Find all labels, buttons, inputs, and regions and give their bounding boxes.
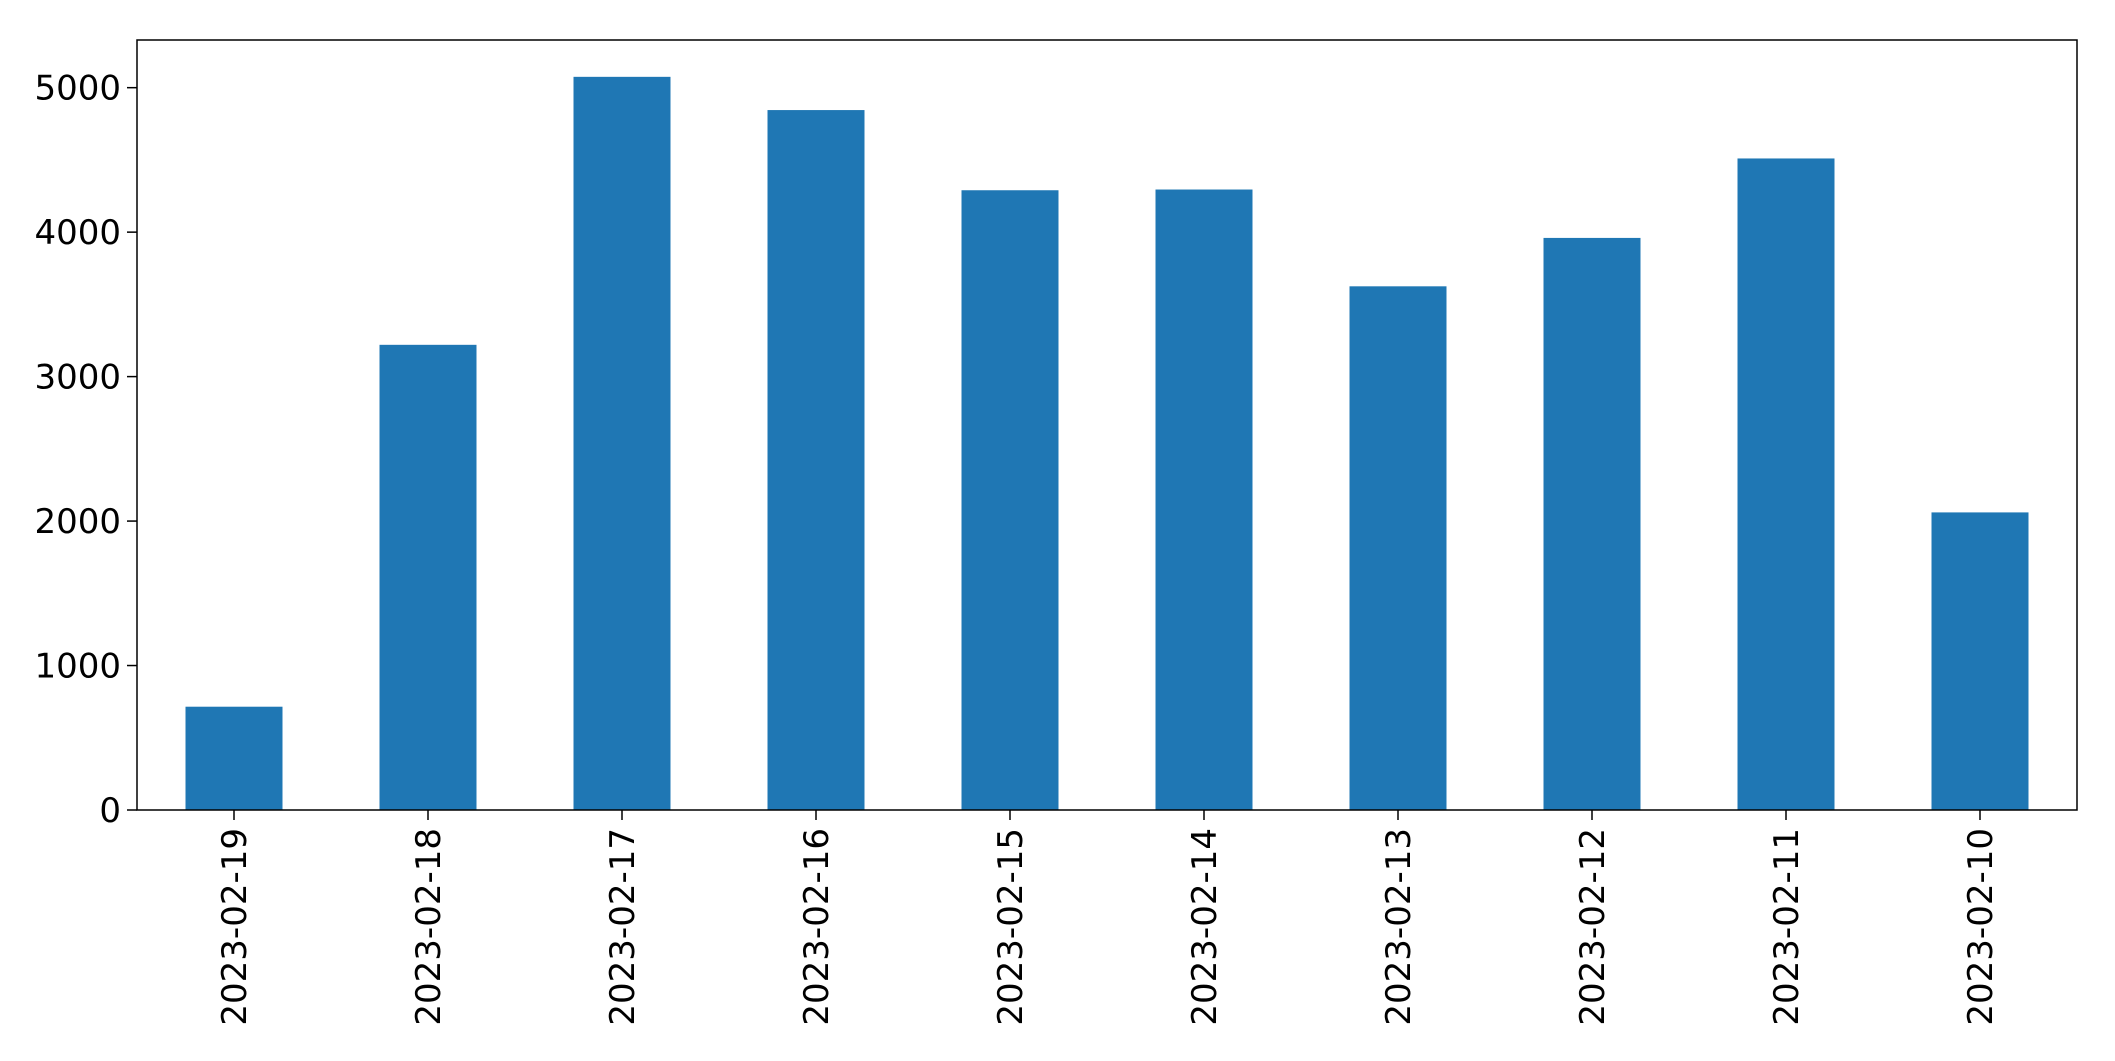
bar-2023-02-13	[1349, 286, 1447, 810]
x-tick-label: 2023-02-16	[797, 828, 837, 1026]
x-tick-label: 2023-02-11	[1767, 828, 1807, 1026]
y-tick-label: 3000	[34, 358, 121, 398]
y-tick-label: 0	[99, 791, 121, 831]
y-axis: 0 1000 2000 3000 4000 5000	[34, 69, 137, 831]
x-tick-label: 2023-02-13	[1379, 828, 1419, 1026]
x-tick-label: 2023-02-15	[991, 828, 1031, 1026]
x-tick-label: 2023-02-10	[1961, 828, 2001, 1026]
bars-group	[185, 76, 2029, 811]
x-tick-label: 2023-02-17	[603, 828, 643, 1026]
bar-2023-02-17	[573, 76, 671, 811]
y-tick-label: 4000	[34, 213, 121, 253]
x-tick-label: 2023-02-12	[1573, 828, 1613, 1026]
y-tick-label: 1000	[34, 647, 121, 687]
bar-2023-02-10	[1931, 512, 2029, 810]
y-tick-label: 2000	[34, 502, 121, 542]
bar-2023-02-11	[1737, 158, 1835, 810]
bar-2023-02-19	[185, 706, 283, 810]
x-tick-label: 2023-02-19	[215, 828, 255, 1026]
bar-2023-02-14	[1155, 189, 1253, 810]
bar-2023-02-12	[1543, 237, 1641, 810]
bar-2023-02-16	[767, 110, 865, 810]
x-tick-label: 2023-02-14	[1185, 828, 1225, 1026]
y-tick-label: 5000	[34, 69, 121, 109]
plot-frame	[136, 39, 2078, 811]
bar-2023-02-18	[379, 344, 477, 810]
x-axis: 2023-02-19 2023-02-18 2023-02-17 2023-02-16…	[215, 810, 2001, 1026]
x-tick-label: 2023-02-18	[409, 828, 449, 1026]
bar-2023-02-15	[961, 190, 1059, 810]
